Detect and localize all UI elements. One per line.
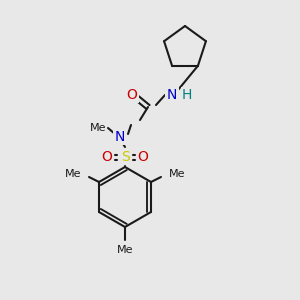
Text: O: O (138, 150, 148, 164)
Text: O: O (127, 88, 137, 102)
Text: N: N (167, 88, 177, 102)
Text: Me: Me (64, 169, 81, 179)
Text: O: O (102, 150, 112, 164)
Text: S: S (121, 150, 129, 164)
Text: Me: Me (90, 123, 106, 133)
Text: N: N (115, 130, 125, 144)
Text: Me: Me (169, 169, 185, 179)
Text: Me: Me (117, 245, 133, 255)
Text: H: H (182, 88, 192, 102)
